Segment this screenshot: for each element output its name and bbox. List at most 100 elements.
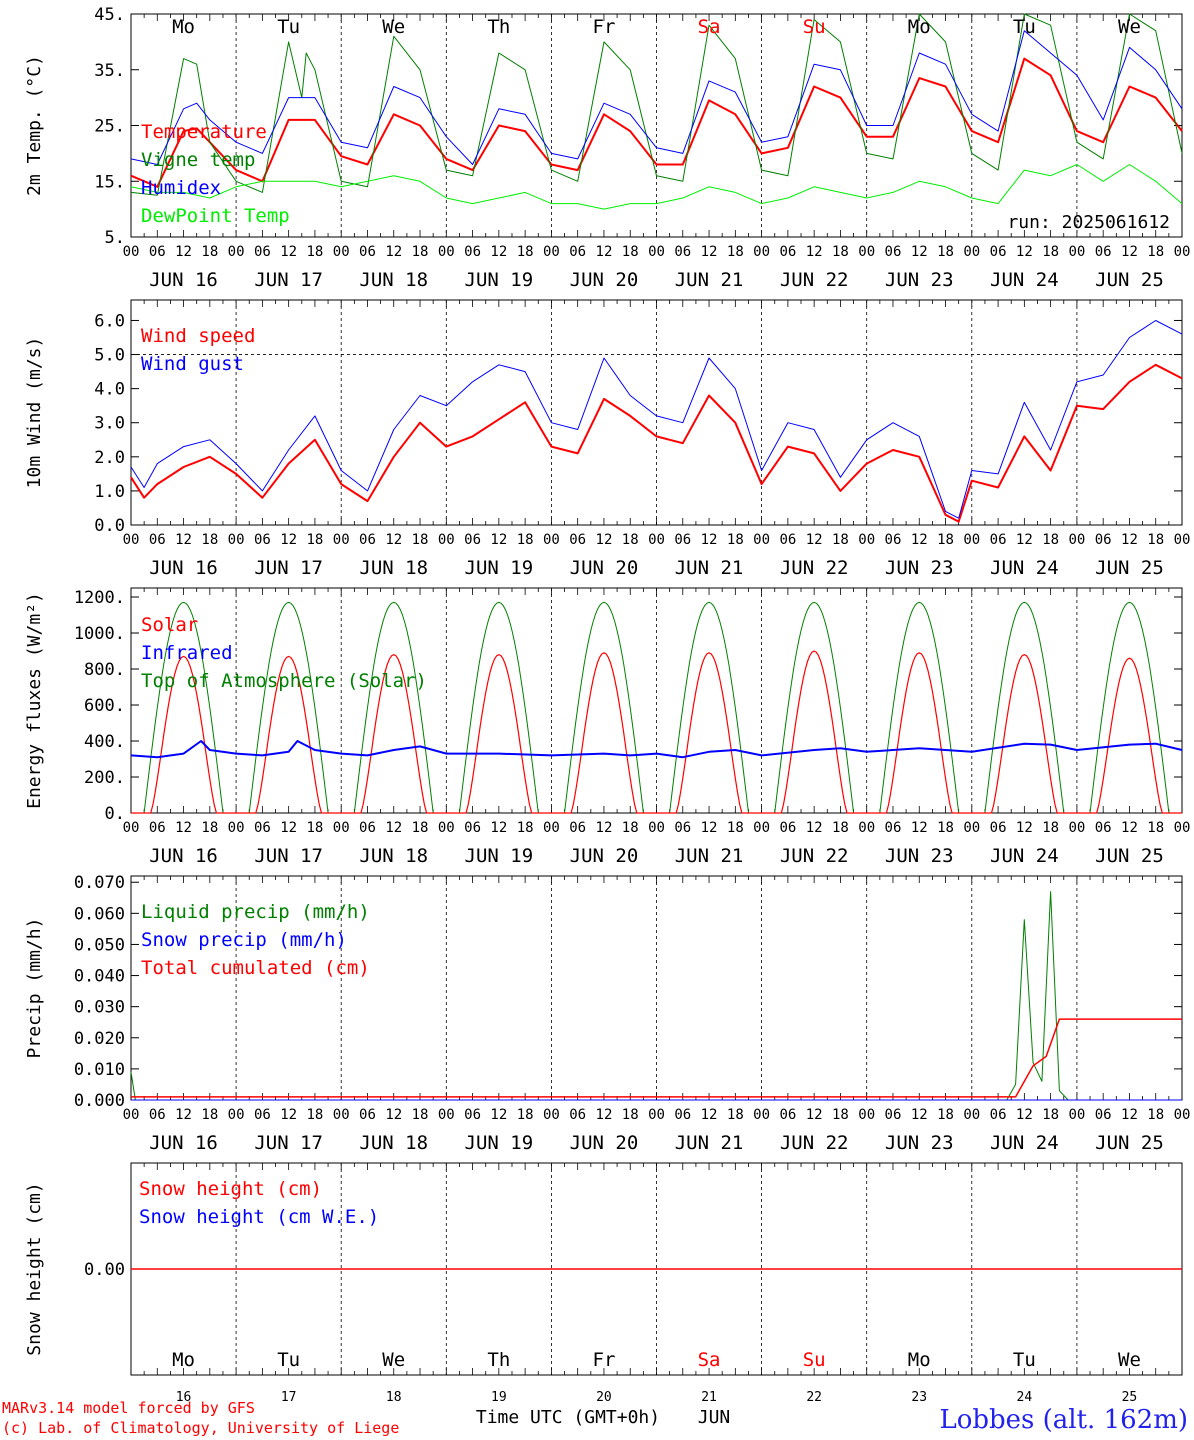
hour-tick-label: 00 — [753, 1107, 770, 1123]
hour-tick-label: 06 — [464, 532, 481, 548]
hour-tick-label: 00 — [1174, 244, 1191, 260]
hour-tick-label: 06 — [149, 1107, 166, 1123]
day-number: 18 — [386, 1390, 402, 1405]
hour-tick-label: 00 — [228, 1107, 245, 1123]
hour-tick-label: 00 — [1068, 820, 1085, 836]
hour-tick-label: 00 — [858, 820, 875, 836]
weekday-label-bottom: We — [382, 1349, 405, 1371]
hour-tick-label: 12 — [385, 244, 402, 260]
hour-tick-label: 06 — [569, 244, 586, 260]
hour-tick-label: 12 — [175, 1107, 192, 1123]
y-axis-label: Snow height (cm) — [24, 1182, 45, 1355]
hour-tick-label: 00 — [858, 532, 875, 548]
hour-tick-label: 12 — [385, 1107, 402, 1123]
hour-tick-label: 06 — [674, 1107, 691, 1123]
date-label: JUN 18 — [359, 557, 428, 579]
y-tick-label: 45. — [94, 5, 125, 25]
y-axis-label: 10m Wind (m/s) — [24, 337, 45, 489]
y-tick-label: 3.0 — [94, 414, 125, 434]
hour-tick-label: 12 — [280, 820, 297, 836]
hour-tick-label: 06 — [254, 532, 271, 548]
legend-entry: DewPoint Temp — [141, 205, 290, 227]
hour-tick-label: 18 — [937, 820, 954, 836]
hour-tick-label: 00 — [228, 820, 245, 836]
hour-tick-label: 12 — [385, 820, 402, 836]
series-line-0 — [130, 363, 1183, 523]
hour-tick-label: 12 — [806, 244, 823, 260]
y-tick-label: 400. — [84, 732, 125, 752]
hour-tick-label: 06 — [990, 532, 1007, 548]
hour-tick-label: 12 — [806, 532, 823, 548]
hour-tick-label: 00 — [1174, 820, 1191, 836]
day-number: 16 — [176, 1390, 192, 1405]
hour-tick-label: 12 — [1016, 1107, 1033, 1123]
hour-tick-label: 06 — [464, 244, 481, 260]
hour-tick-label: 18 — [517, 820, 534, 836]
plot-frame — [130, 299, 1183, 526]
day-number: 17 — [281, 1390, 297, 1405]
hour-tick-label: 00 — [648, 1107, 665, 1123]
hour-tick-label: 12 — [280, 244, 297, 260]
hour-tick-label: 18 — [306, 532, 323, 548]
hour-tick-label: 18 — [622, 532, 639, 548]
hour-tick-label: 06 — [885, 820, 902, 836]
hour-tick-label: 12 — [596, 532, 613, 548]
hour-tick-label: 06 — [1095, 532, 1112, 548]
hour-tick-label: 00 — [333, 820, 350, 836]
hour-tick-label: 00 — [1174, 532, 1191, 548]
hour-tick-label: 12 — [701, 820, 718, 836]
y-tick-label: 1000. — [74, 624, 125, 644]
hour-tick-label: 18 — [412, 820, 429, 836]
weekday-label: Mo — [908, 16, 931, 38]
y-tick-label: 4.0 — [94, 380, 125, 400]
hour-tick-label: 06 — [885, 244, 902, 260]
hour-tick-label: 18 — [1042, 1107, 1059, 1123]
hour-tick-label: 06 — [359, 1107, 376, 1123]
hour-tick-label: 00 — [333, 244, 350, 260]
date-label: JUN 18 — [359, 845, 428, 867]
date-label: JUN 16 — [149, 845, 218, 867]
date-label: JUN 22 — [780, 845, 849, 867]
day-number: 25 — [1122, 1390, 1138, 1405]
hour-tick-label: 00 — [1174, 1107, 1191, 1123]
weekday-label-bottom: Sa — [698, 1349, 721, 1371]
date-label: JUN 18 — [359, 269, 428, 291]
hour-tick-label: 06 — [359, 244, 376, 260]
series-line-3 — [130, 164, 1183, 210]
hour-tick-label: 06 — [990, 1107, 1007, 1123]
hour-tick-label: 00 — [438, 244, 455, 260]
hour-tick-label: 00 — [438, 1107, 455, 1123]
date-label: JUN 16 — [149, 1132, 218, 1154]
hour-tick-label: 18 — [201, 820, 218, 836]
weekday-label: Su — [803, 16, 826, 38]
legend-entry: Vigne temp — [141, 149, 255, 171]
day-number: 20 — [596, 1390, 612, 1405]
hour-tick-label: 18 — [727, 1107, 744, 1123]
y-tick-label: 0.030 — [74, 998, 125, 1018]
date-label: JUN 17 — [254, 269, 323, 291]
hour-tick-label: 12 — [911, 1107, 928, 1123]
y-tick-label: 1.0 — [94, 482, 125, 502]
hour-tick-label: 06 — [779, 1107, 796, 1123]
hour-tick-label: 12 — [596, 244, 613, 260]
hour-tick-label: 00 — [753, 532, 770, 548]
hour-tick-label: 12 — [490, 820, 507, 836]
legend-entry: Solar — [141, 614, 198, 636]
day-number: 22 — [806, 1390, 822, 1405]
weekday-label: Tu — [277, 16, 300, 38]
hour-tick-label: 00 — [963, 244, 980, 260]
weekday-label-bottom: Fr — [593, 1349, 616, 1371]
date-label: JUN 25 — [1095, 1132, 1164, 1154]
time-axis-label: Time UTC (GMT+0h) — [476, 1407, 660, 1428]
date-label: JUN 19 — [465, 269, 534, 291]
hour-tick-label: 12 — [1016, 820, 1033, 836]
hour-tick-label: 00 — [438, 532, 455, 548]
y-tick-label: 1200. — [74, 588, 125, 608]
footer-lab: (c) Lab. of Climatology, University of L… — [2, 1419, 399, 1437]
hour-tick-label: 18 — [832, 532, 849, 548]
hour-tick-label: 18 — [832, 820, 849, 836]
y-tick-label: 25. — [94, 117, 125, 137]
legend-entry: Total cumulated (cm) — [141, 957, 370, 979]
hour-tick-label: 18 — [727, 532, 744, 548]
